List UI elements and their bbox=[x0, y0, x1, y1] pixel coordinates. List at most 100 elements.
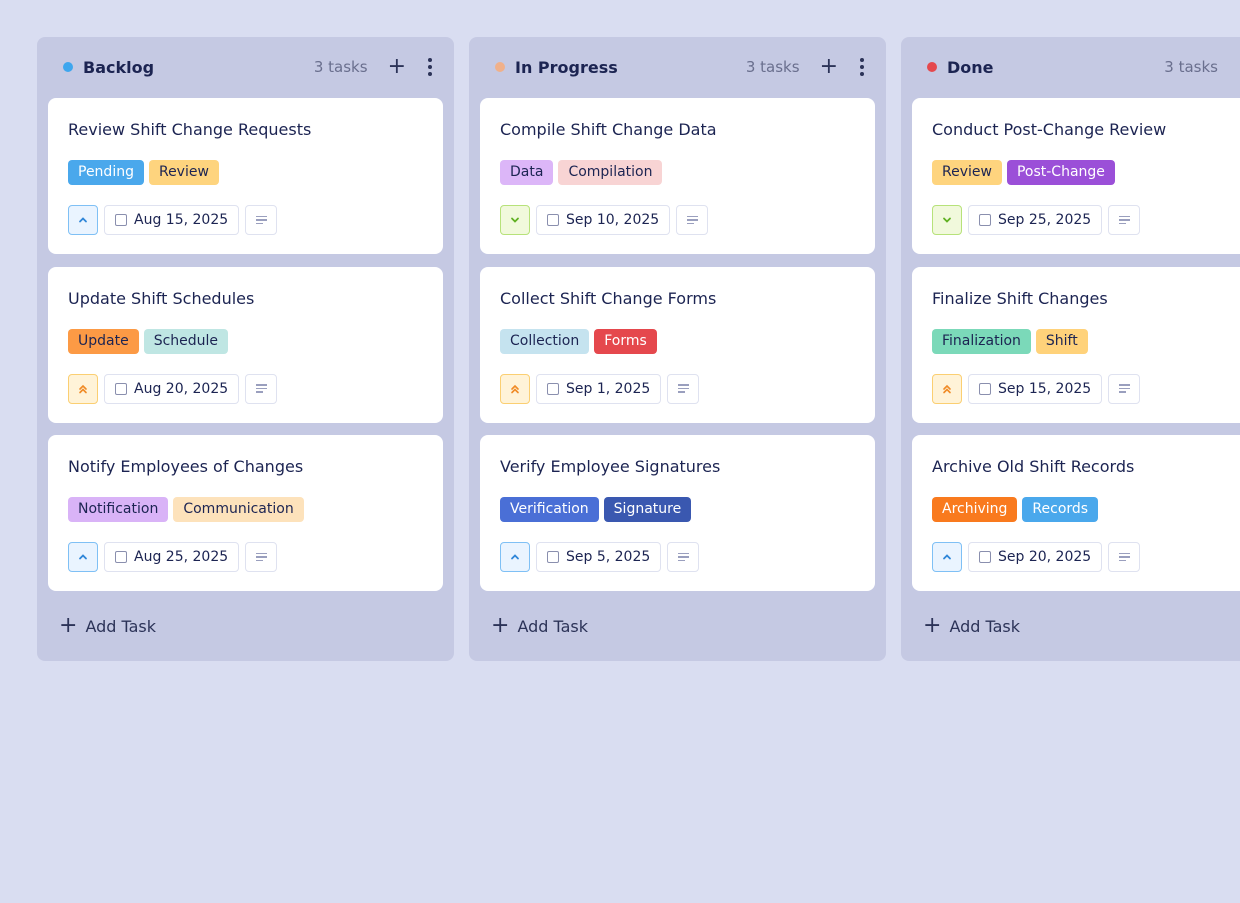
more-options-icon[interactable] bbox=[860, 58, 864, 76]
task-card[interactable]: Collect Shift Change Forms Collection For… bbox=[480, 266, 875, 423]
tag: Compilation bbox=[558, 160, 663, 185]
add-task-button[interactable]: + Add Task bbox=[491, 615, 588, 637]
double-chevron-up-icon bbox=[77, 383, 89, 395]
tag: Communication bbox=[173, 497, 304, 522]
tag-list: Update Schedule bbox=[68, 328, 229, 354]
task-title: Update Shift Schedules bbox=[68, 288, 255, 308]
due-date-button[interactable]: Sep 15, 2025 bbox=[968, 373, 1103, 404]
description-icon[interactable] bbox=[676, 205, 709, 235]
due-date-button[interactable]: Aug 25, 2025 bbox=[104, 542, 240, 572]
task-card[interactable]: Finalize Shift Changes Finalization Shift… bbox=[912, 266, 1240, 423]
tag: Data bbox=[500, 160, 554, 185]
tag-list: Archiving Records bbox=[932, 497, 1099, 522]
due-date: Sep 10, 2025 bbox=[566, 212, 660, 228]
add-task-label: Add Task bbox=[85, 616, 157, 636]
add-icon[interactable]: + bbox=[387, 54, 406, 79]
description-icon[interactable] bbox=[1108, 542, 1141, 572]
tag: Collection bbox=[500, 328, 590, 354]
column-title: Done bbox=[947, 57, 994, 77]
due-date-button[interactable]: Sep 1, 2025 bbox=[536, 373, 662, 404]
priority-low-button[interactable] bbox=[500, 205, 530, 235]
task-title: Finalize Shift Changes bbox=[932, 288, 1108, 308]
description-icon[interactable] bbox=[245, 542, 278, 572]
plus-icon: + bbox=[923, 613, 942, 638]
task-card[interactable]: Archive Old Shift Records Archiving Recor… bbox=[912, 435, 1240, 591]
tag: Archiving bbox=[932, 497, 1018, 522]
task-title: Archive Old Shift Records bbox=[932, 457, 1135, 476]
column-header: Backlog 3 tasks + bbox=[37, 37, 454, 97]
due-date-button[interactable]: Aug 20, 2025 bbox=[104, 373, 240, 404]
chevron-down-icon bbox=[941, 214, 953, 226]
description-icon[interactable] bbox=[1108, 373, 1141, 404]
due-date-button[interactable]: Sep 20, 2025 bbox=[968, 542, 1103, 572]
priority-low-button[interactable] bbox=[932, 205, 962, 235]
chevron-up-icon bbox=[77, 214, 89, 226]
description-icon[interactable] bbox=[667, 542, 700, 572]
tag: Review bbox=[932, 160, 1002, 185]
task-card[interactable]: Conduct Post-Change Review Review Post-Ch… bbox=[912, 98, 1240, 254]
task-count: 3 tasks bbox=[745, 58, 800, 76]
column-title: Backlog bbox=[83, 57, 155, 77]
status-dot-icon bbox=[495, 62, 505, 72]
priority-high-button[interactable] bbox=[932, 373, 962, 404]
chevron-up-icon bbox=[941, 551, 953, 563]
task-card[interactable]: Notify Employees of Changes Notification… bbox=[48, 435, 443, 591]
due-date: Aug 25, 2025 bbox=[134, 549, 229, 565]
add-task-label: Add Task bbox=[949, 616, 1021, 636]
chevron-up-icon bbox=[77, 551, 89, 563]
task-card[interactable]: Verify Employee Signatures Verification S… bbox=[480, 435, 875, 591]
more-options-icon[interactable] bbox=[428, 58, 432, 76]
due-date-button[interactable]: Sep 25, 2025 bbox=[968, 205, 1103, 235]
tag: Shift bbox=[1035, 328, 1088, 354]
task-card[interactable]: Review Shift Change Requests Pending Revi… bbox=[48, 98, 443, 254]
due-date-button[interactable]: Sep 10, 2025 bbox=[536, 205, 671, 235]
status-dot-icon bbox=[927, 62, 937, 72]
tag-list: Pending Review bbox=[68, 160, 219, 185]
calendar-icon bbox=[979, 214, 991, 226]
plus-icon: + bbox=[491, 613, 510, 638]
tag-list: Verification Signature bbox=[500, 497, 692, 522]
add-icon[interactable]: + bbox=[819, 54, 838, 79]
tag-list: Collection Forms bbox=[500, 328, 657, 354]
task-title: Verify Employee Signatures bbox=[500, 457, 721, 476]
priority-medium-button[interactable] bbox=[500, 542, 530, 572]
add-task-button[interactable]: + Add Task bbox=[923, 615, 1020, 637]
due-date: Sep 5, 2025 bbox=[566, 549, 651, 565]
description-icon[interactable] bbox=[1108, 205, 1141, 235]
due-date: Sep 1, 2025 bbox=[566, 380, 651, 397]
due-date-button[interactable]: Aug 15, 2025 bbox=[104, 205, 240, 235]
tag-list: Data Compilation bbox=[500, 160, 663, 185]
priority-medium-button[interactable] bbox=[68, 205, 98, 235]
task-title: Compile Shift Change Data bbox=[500, 120, 717, 139]
due-date: Aug 15, 2025 bbox=[134, 212, 229, 228]
add-task-button[interactable]: + Add Task bbox=[59, 615, 156, 637]
chevron-up-icon bbox=[509, 551, 521, 563]
description-icon[interactable] bbox=[245, 373, 278, 404]
task-title: Collect Shift Change Forms bbox=[500, 288, 717, 308]
task-title: Notify Employees of Changes bbox=[68, 457, 304, 476]
tag-list: Finalization Shift bbox=[932, 328, 1088, 354]
task-card[interactable]: Update Shift Schedules Update Schedule Au… bbox=[48, 266, 443, 423]
task-count: 3 tasks bbox=[313, 58, 368, 76]
column-title: In Progress bbox=[515, 57, 618, 77]
calendar-icon bbox=[115, 214, 127, 226]
priority-high-button[interactable] bbox=[500, 373, 530, 404]
description-icon[interactable] bbox=[245, 205, 278, 235]
chevron-down-icon bbox=[509, 214, 521, 226]
priority-high-button[interactable] bbox=[68, 373, 98, 404]
due-date: Sep 15, 2025 bbox=[998, 380, 1092, 397]
calendar-icon bbox=[547, 551, 559, 563]
due-date-button[interactable]: Sep 5, 2025 bbox=[536, 542, 662, 572]
column-header: In Progress 3 tasks + bbox=[469, 37, 886, 97]
calendar-icon bbox=[115, 382, 127, 395]
tag: Pending bbox=[68, 160, 144, 185]
priority-medium-button[interactable] bbox=[68, 542, 98, 572]
task-title: Review Shift Change Requests bbox=[68, 120, 312, 139]
priority-medium-button[interactable] bbox=[932, 542, 962, 572]
tag: Review bbox=[148, 160, 219, 185]
task-count: 3 tasks bbox=[1164, 58, 1218, 76]
tag: Records bbox=[1022, 497, 1099, 522]
column-done: Done 3 tasks Conduct Post-Change Review … bbox=[901, 37, 1240, 661]
task-card[interactable]: Compile Shift Change Data Data Compilatio… bbox=[480, 98, 875, 254]
description-icon[interactable] bbox=[667, 373, 700, 404]
